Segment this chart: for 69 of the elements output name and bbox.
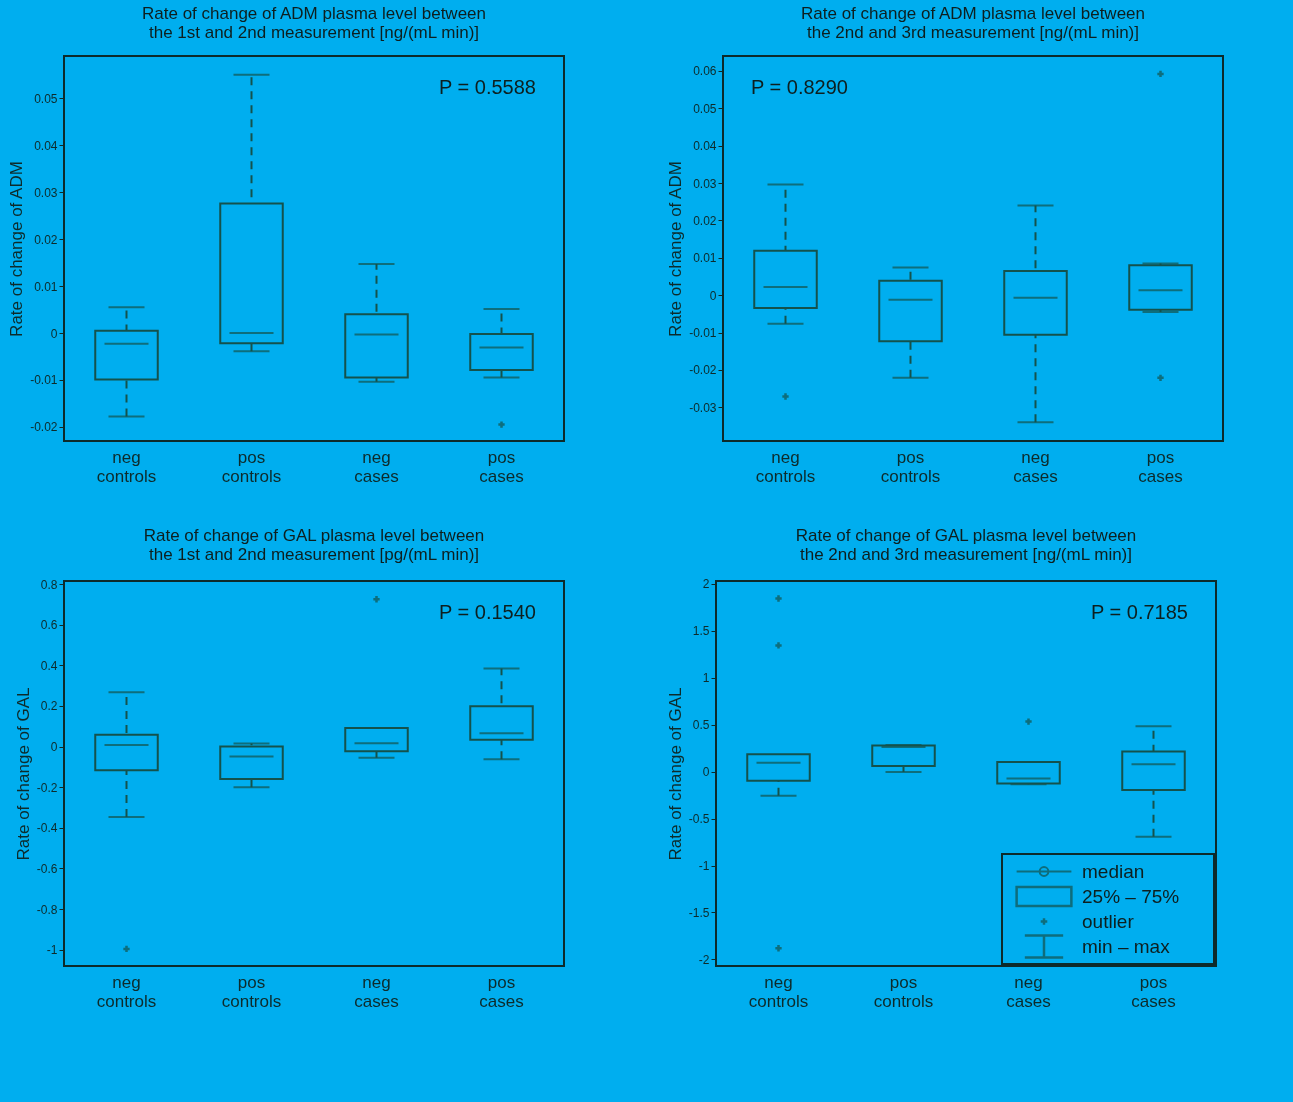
annotation: P = 0.5588 [439,76,536,98]
x-tick-label: neg cases [1006,972,1051,1011]
y-tick-label: 0.8 [40,577,58,592]
y-tick-label: 0.01 [693,251,717,266]
x-tick-label: pos cases [479,972,524,1011]
x-tick-label: pos controls [221,972,282,1011]
y-tick-label: 0.2 [40,699,58,714]
y-tick-label: 0.5 [692,718,710,733]
x-tick-label: neg controls [96,447,157,486]
y-tick-label: 0.4 [40,658,58,673]
x-tick-label: neg cases [1013,447,1058,486]
y-tick-label: 0 [50,326,58,341]
annotation: median [1082,860,1145,882]
y-tick-label: 0.04 [693,139,717,154]
x-tick-label: neg controls [96,972,157,1011]
y-tick-label: 0.05 [34,91,58,106]
chart-title: Rate of change of ADM plasma level between the 1st and 2nd measurement [ng/(mL min)] [142,4,486,42]
chart-title: Rate of change of GAL plasma level between the 1st and 2nd measurement [pg/(mL min)] [143,526,485,565]
y-tick-label: -0.02 [689,363,717,378]
x-tick-label: pos cases [479,447,524,486]
x-tick-label: neg cases [354,447,399,486]
y-tick-label: 0 [702,765,710,780]
y-tick-label: -0.5 [688,812,710,827]
y-tick-label: 0.02 [34,232,58,247]
annotation: P = 0.8290 [751,76,848,98]
x-tick-label: neg controls [748,972,809,1011]
y-axis-title: Rate of change of ADM [7,161,27,337]
chart-title: Rate of change of GAL plasma level between the 2nd and 3rd measurement [ng/(mL min)] [795,525,1137,564]
y-axis-title: Rate of change of GAL [13,687,33,861]
y-tick-label: -0.2 [36,780,58,795]
x-tick-label: pos controls [221,447,282,486]
chart-title: Rate of change of ADM plasma level between the 2nd and 3rd measurement [ng/(mL min)] [801,4,1145,42]
y-tick-label: 0.01 [34,279,58,294]
annotation: P = 0.1540 [439,601,536,623]
annotation: 25% – 75% [1082,885,1180,907]
y-tick-label: 1.5 [692,624,710,639]
y-tick-label: 0.04 [34,138,58,153]
x-tick-label: pos cases [1131,972,1176,1011]
y-tick-label: -0.6 [36,861,58,876]
y-tick-label: -0.01 [689,326,717,341]
y-tick-label: -1 [46,943,58,958]
y-tick-label: 0.03 [34,185,58,200]
x-tick-label: neg controls [755,447,816,486]
x-tick-label: pos controls [873,972,934,1011]
x-tick-label: pos controls [880,447,941,486]
y-tick-label: 0.6 [40,618,58,633]
y-axis-title: Rate of change of GAL [665,687,685,861]
y-tick-label: 0 [50,740,58,755]
y-tick-label: 0.03 [693,176,717,191]
y-tick-label: -1.5 [688,905,710,920]
y-tick-label: -1 [698,859,710,874]
y-tick-label: -0.03 [689,400,717,415]
y-tick-label: -2 [698,952,710,967]
annotation: min – max [1082,935,1171,957]
y-tick-label: 0.02 [693,213,717,228]
y-tick-label: 0.06 [693,64,717,79]
y-tick-label: -0.4 [36,821,58,836]
y-tick-label: 1 [702,671,710,686]
x-tick-label: pos cases [1138,447,1183,486]
annotation: outlier [1082,910,1135,932]
y-axis-title: Rate of change of ADM [666,161,686,337]
y-tick-label: -0.02 [30,420,58,435]
y-tick-label: -0.8 [36,902,58,917]
y-tick-label: 2 [702,577,710,592]
y-tick-label: -0.01 [30,373,58,388]
y-tick-label: 0 [709,288,717,303]
x-tick-label: neg cases [354,972,399,1011]
y-tick-label: 0.05 [693,101,717,116]
annotation: P = 0.7185 [1091,601,1188,623]
